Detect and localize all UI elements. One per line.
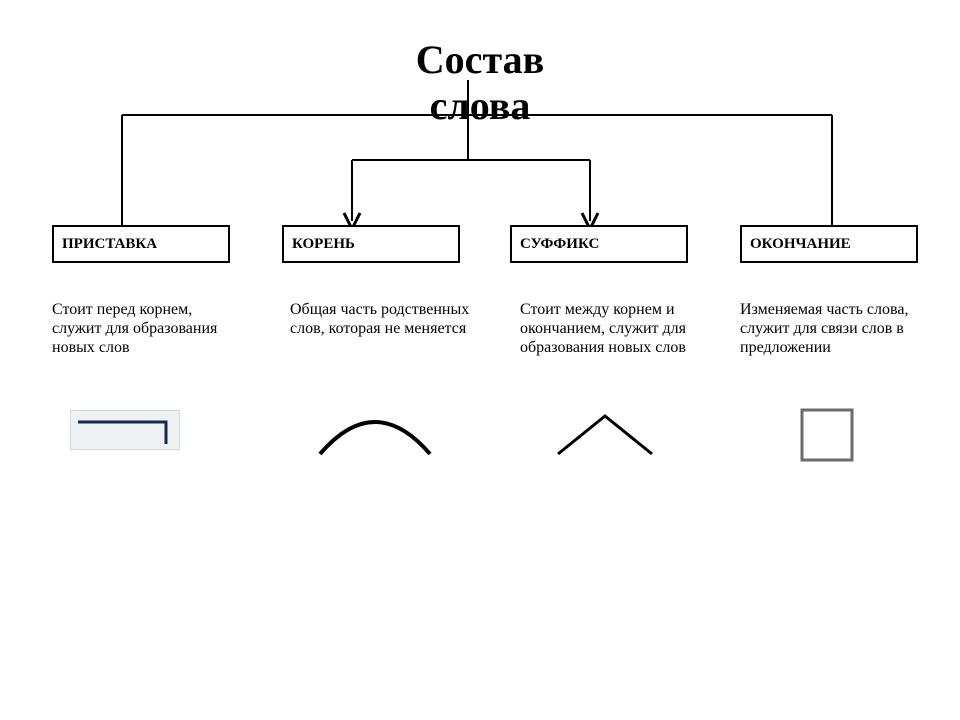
diagram-title-line1: Состав: [0, 36, 960, 83]
symbol-ending-icon: [800, 408, 854, 462]
box-ending-label: ОКОНЧАНИЕ: [750, 236, 851, 253]
diagram-title-line2: слова: [0, 82, 960, 129]
symbol-suffix-icon: [550, 410, 660, 458]
box-root: КОРЕНЬ: [282, 225, 460, 263]
desc-ending: Изменяемая часть слова, служит для связи…: [740, 300, 930, 358]
desc-root: Общая часть родственных слов, которая не…: [290, 300, 480, 338]
symbol-root-icon: [315, 410, 435, 458]
desc-suffix: Стоит между корнем и окончанием, служит …: [520, 300, 710, 358]
box-root-label: КОРЕНЬ: [292, 236, 355, 253]
box-prefix-label: ПРИСТАВКА: [62, 236, 157, 253]
box-suffix-label: СУФФИКС: [520, 236, 599, 253]
box-ending: ОКОНЧАНИЕ: [740, 225, 918, 263]
symbol-prefix-icon: [70, 410, 180, 450]
box-prefix: ПРИСТАВКА: [52, 225, 230, 263]
desc-prefix: Стоит перед корнем, служит для образован…: [52, 300, 242, 358]
box-suffix: СУФФИКС: [510, 225, 688, 263]
diagram-canvas: Состав слова ПРИСТАВКА КОРЕНЬ СУФФИКС ОК…: [0, 0, 960, 720]
